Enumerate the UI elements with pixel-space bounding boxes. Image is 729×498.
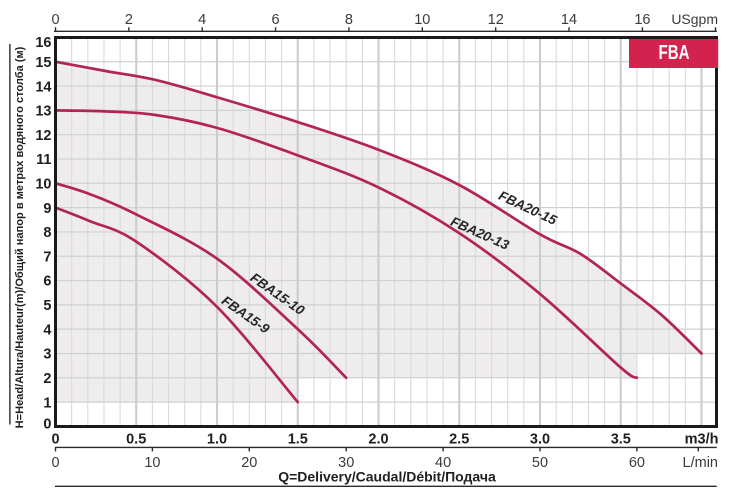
svg-text:1.0: 1.0: [207, 431, 227, 447]
svg-text:60: 60: [629, 455, 645, 471]
svg-text:1: 1: [43, 395, 51, 411]
svg-text:16: 16: [35, 35, 51, 51]
svg-text:3: 3: [43, 347, 51, 363]
svg-text:13: 13: [35, 104, 51, 120]
svg-text:4: 4: [198, 12, 206, 28]
svg-text:12: 12: [35, 128, 51, 144]
svg-text:30: 30: [338, 455, 354, 471]
svg-text:5: 5: [43, 298, 51, 314]
svg-text:2.0: 2.0: [368, 431, 388, 447]
svg-text:10: 10: [414, 12, 430, 28]
svg-text:6: 6: [272, 12, 280, 28]
svg-text:3.0: 3.0: [530, 431, 550, 447]
svg-text:9: 9: [43, 201, 51, 217]
svg-text:14: 14: [35, 79, 51, 95]
svg-text:7: 7: [43, 249, 51, 265]
svg-text:8: 8: [345, 12, 353, 28]
svg-text:m3/h: m3/h: [685, 431, 719, 447]
svg-text:USgpm: USgpm: [671, 11, 718, 27]
svg-text:3.5: 3.5: [611, 431, 631, 447]
svg-text:20: 20: [241, 455, 257, 471]
svg-text:0: 0: [51, 12, 59, 28]
svg-text:0: 0: [51, 431, 59, 447]
svg-text:2: 2: [43, 371, 51, 387]
svg-text:50: 50: [532, 455, 548, 471]
svg-text:2.5: 2.5: [449, 431, 469, 447]
svg-text:6: 6: [43, 274, 51, 290]
svg-text:0.5: 0.5: [126, 431, 146, 447]
svg-text:14: 14: [561, 12, 577, 28]
svg-text:40: 40: [435, 455, 451, 471]
svg-text:L/min: L/min: [683, 455, 718, 471]
svg-text:16: 16: [634, 12, 650, 28]
svg-text:4: 4: [43, 322, 51, 338]
svg-text:0: 0: [43, 416, 51, 432]
svg-text:12: 12: [488, 12, 504, 28]
svg-text:11: 11: [36, 152, 51, 168]
svg-text:H=Head/Altura/Hauteur(m)/Общий: H=Head/Altura/Hauteur(m)/Общий напор в м…: [14, 46, 26, 428]
svg-text:0: 0: [51, 455, 59, 471]
svg-text:Q=Delivery/Caudal/Débit/Подача: Q=Delivery/Caudal/Débit/Подача: [278, 469, 496, 485]
svg-text:10: 10: [144, 455, 160, 471]
svg-text:10: 10: [35, 177, 51, 193]
svg-text:FBA: FBA: [659, 42, 690, 64]
svg-text:2: 2: [125, 12, 133, 28]
svg-text:15: 15: [35, 55, 51, 71]
svg-text:1.5: 1.5: [288, 431, 308, 447]
svg-text:8: 8: [43, 225, 51, 241]
